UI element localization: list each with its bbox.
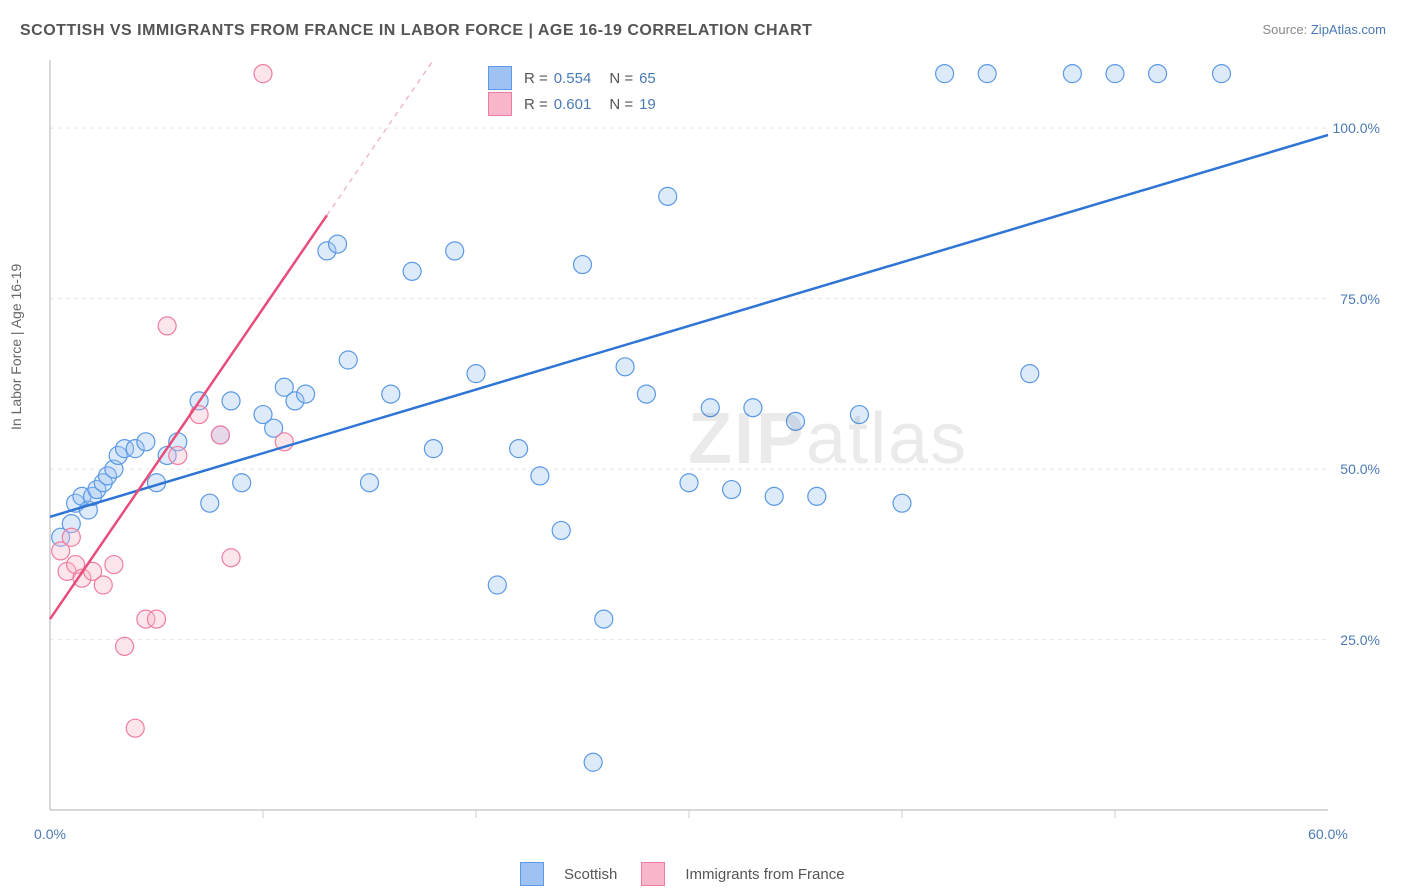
series-legend-item: Scottish xyxy=(520,862,617,886)
series-name: Immigrants from France xyxy=(685,866,844,883)
series-name: Scottish xyxy=(564,866,617,883)
correlation-legend: R = 0.554 N = 65 R = 0.601 N = 19 xyxy=(488,64,656,118)
x-tick-label: 60.0% xyxy=(1308,826,1348,842)
series-legend: Scottish Immigrants from France xyxy=(520,862,845,886)
n-value: 65 xyxy=(639,70,656,87)
source-prefix: Source: xyxy=(1262,22,1310,37)
r-label: R = xyxy=(524,70,548,87)
plot-area: ZIPatlas R = 0.554 N = 65 R = 0.601 N = … xyxy=(48,58,1388,838)
chart-container: SCOTTISH VS IMMIGRANTS FROM FRANCE IN LA… xyxy=(0,0,1406,892)
y-axis-label: In Labor Force | Age 16-19 xyxy=(8,264,24,430)
n-label: N = xyxy=(609,96,633,113)
legend-swatch xyxy=(488,66,512,90)
y-tick-label: 25.0% xyxy=(1340,632,1380,648)
y-tick-label: 100.0% xyxy=(1333,120,1380,136)
source-attribution: Source: ZipAtlas.com xyxy=(1262,22,1386,37)
r-value: 0.554 xyxy=(554,70,592,87)
y-tick-label: 50.0% xyxy=(1340,461,1380,477)
series-legend-item: Immigrants from France xyxy=(641,862,844,886)
legend-swatch xyxy=(641,862,665,886)
x-tick-label: 0.0% xyxy=(34,826,66,842)
chart-title: SCOTTISH VS IMMIGRANTS FROM FRANCE IN LA… xyxy=(20,22,812,40)
source-link[interactable]: ZipAtlas.com xyxy=(1311,22,1386,37)
n-value: 19 xyxy=(639,96,656,113)
correlation-legend-row: R = 0.554 N = 65 xyxy=(488,66,656,90)
n-label: N = xyxy=(609,70,633,87)
scatter-plot-svg xyxy=(48,58,1388,838)
r-label: R = xyxy=(524,96,548,113)
correlation-legend-row: R = 0.601 N = 19 xyxy=(488,92,656,116)
legend-swatch xyxy=(488,92,512,116)
legend-swatch xyxy=(520,862,544,886)
y-tick-label: 75.0% xyxy=(1340,291,1380,307)
r-value: 0.601 xyxy=(554,96,592,113)
